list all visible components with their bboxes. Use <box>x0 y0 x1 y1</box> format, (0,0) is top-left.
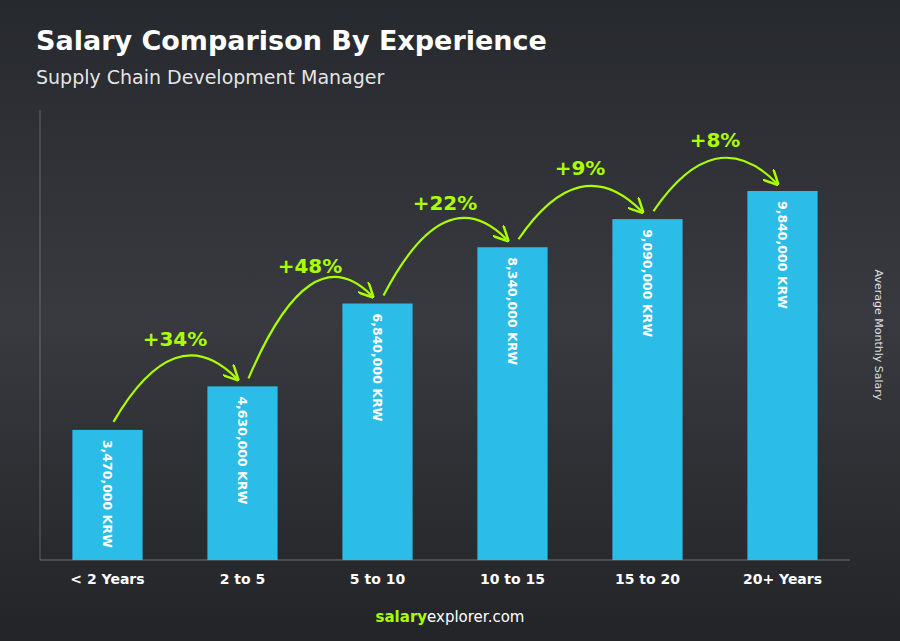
data-label: 9,840,000 KRW <box>775 201 790 309</box>
data-label: 9,090,000 KRW <box>640 229 655 337</box>
arrows <box>114 158 777 422</box>
arrow <box>249 277 372 378</box>
chart: Salary Comparison By Experience Supply Ch… <box>0 0 900 641</box>
arrow <box>384 218 507 296</box>
data-label: 3,470,000 KRW <box>100 440 115 548</box>
pct-change: +34% <box>143 327 208 351</box>
data-label: 6,840,000 KRW <box>370 314 385 422</box>
data-label: 4,630,000 KRW <box>235 396 250 504</box>
footer-part: salary <box>376 608 428 626</box>
bars <box>72 191 817 560</box>
background <box>0 0 900 641</box>
arrow <box>654 158 777 211</box>
x-tick-label: < 2 Years <box>70 571 144 587</box>
arrow <box>114 355 237 421</box>
pct-change: +9% <box>555 156 606 180</box>
footer-part: explorer.com <box>427 608 524 626</box>
subtitle: Supply Chain Development Manager <box>36 66 385 88</box>
pct-change: +8% <box>690 128 741 152</box>
x-tick-label: 2 to 5 <box>220 571 266 587</box>
data-label: 8,340,000 KRW <box>505 257 520 365</box>
bar <box>207 386 277 560</box>
footer: salaryexplorer.com <box>376 608 525 626</box>
y-axis-line <box>40 110 41 560</box>
bar <box>477 247 547 560</box>
x-tick-label: 10 to 15 <box>480 571 545 587</box>
bar <box>747 191 817 560</box>
title: Salary Comparison By Experience <box>36 25 547 56</box>
x-axis-line <box>40 560 850 561</box>
x-tick-label: 20+ Years <box>743 571 822 587</box>
x-tick-label: 5 to 10 <box>350 571 406 587</box>
bar <box>342 304 412 561</box>
y-axis-label: Average Monthly Salary <box>872 270 885 401</box>
pct-change: +22% <box>413 191 478 215</box>
bar <box>72 430 142 560</box>
x-tick-label: 15 to 20 <box>615 571 680 587</box>
pct-change: +48% <box>278 254 343 278</box>
arrow <box>519 186 642 239</box>
bar <box>612 219 682 560</box>
